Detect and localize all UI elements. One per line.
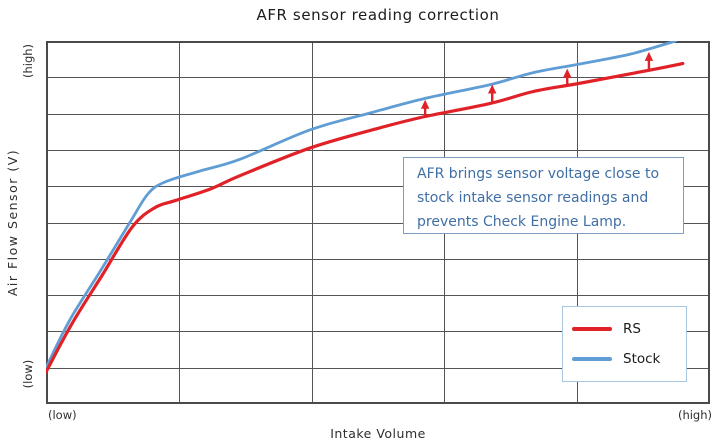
annotation-line-1: AFR brings sensor voltage close to bbox=[417, 166, 660, 182]
correction-arrow-head bbox=[644, 51, 654, 61]
plot-border bbox=[46, 41, 710, 404]
correction-arrows bbox=[420, 51, 654, 116]
legend-label-rs: RS bbox=[623, 321, 641, 337]
correction-arrow-head bbox=[488, 84, 497, 94]
x-axis-label: Intake Volume bbox=[330, 426, 426, 441]
series-line-rs bbox=[46, 61, 685, 374]
plot-area bbox=[46, 41, 710, 404]
x-axis-low-tick-label: (low) bbox=[48, 408, 77, 422]
series-line-stock bbox=[46, 41, 677, 370]
legend-item-rs: RS bbox=[572, 316, 686, 342]
legend-swatch-stock bbox=[572, 357, 612, 361]
annotation-line-3: prevents Check Engine Lamp. bbox=[417, 214, 627, 230]
correction-arrow-head bbox=[563, 68, 572, 78]
correction-arrow-head bbox=[420, 99, 430, 109]
legend-label-stock: Stock bbox=[623, 351, 661, 367]
annotation-box: AFR brings sensor voltage close to stock… bbox=[403, 157, 684, 234]
y-axis-low-tick-label: (low) bbox=[21, 359, 35, 389]
chart-title: AFR sensor reading correction bbox=[256, 6, 500, 24]
legend-item-stock: Stock bbox=[572, 346, 686, 372]
legend-swatch-rs bbox=[572, 327, 612, 331]
legend: RS Stock bbox=[562, 306, 687, 382]
annotation-line-2: stock intake sensor readings and bbox=[417, 190, 649, 206]
series-curves bbox=[46, 41, 685, 374]
y-axis-high-tick-label: (high) bbox=[21, 43, 35, 79]
x-axis-high-tick-label: (high) bbox=[677, 408, 712, 422]
